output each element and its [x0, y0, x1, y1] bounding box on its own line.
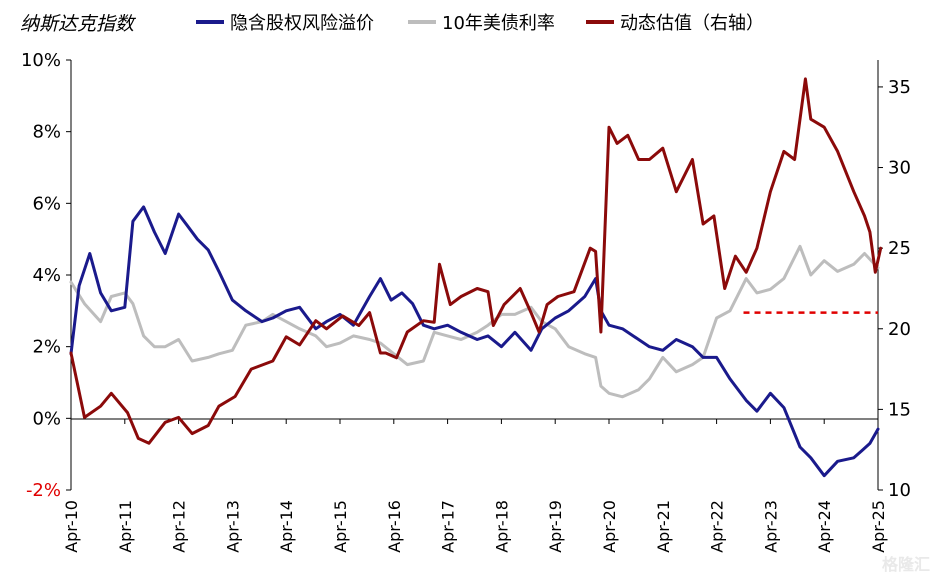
series-line-1: [69, 244, 880, 399]
legend-label-erp: 隐含股权风险溢价: [230, 13, 374, 34]
x-tick-label: Apr-19: [546, 500, 565, 553]
x-tick-label: Apr-10: [62, 500, 81, 553]
left-tick-label: -2%: [26, 480, 61, 501]
left-tick-label: 2%: [32, 337, 61, 358]
x-tick-label: Apr-23: [761, 500, 780, 553]
legend-item-10y-yield: 10年美债利率: [408, 9, 555, 35]
x-tick-label: Apr-17: [439, 500, 458, 553]
legend-label-10y-yield: 10年美债利率: [442, 13, 555, 34]
legend-swatch-erp: [196, 20, 224, 24]
x-tick-label: Apr-12: [170, 500, 189, 553]
x-tick-label: Apr-25: [869, 500, 888, 553]
left-tick-label: 4%: [32, 265, 61, 286]
right-tick-label: 10: [888, 480, 911, 501]
series-line-0: [69, 205, 880, 478]
x-tick-label: Apr-15: [331, 500, 350, 553]
x-tick-label: Apr-18: [492, 500, 511, 553]
right-tick-label: 25: [888, 238, 911, 259]
right-tick-label: 20: [888, 319, 911, 340]
legend-item-pe: 动态估值（右轴）: [586, 9, 764, 35]
x-tick-label: Apr-14: [277, 500, 296, 553]
x-tick-label: Apr-22: [708, 500, 727, 553]
left-tick-label: 6%: [32, 193, 61, 214]
x-tick-label: Apr-13: [223, 500, 242, 553]
series-line-2: [69, 77, 883, 445]
x-tick-label: Apr-16: [385, 500, 404, 553]
right-tick-label: 30: [888, 158, 911, 179]
legend-item-erp: 隐含股权风险溢价: [196, 9, 374, 35]
legend-swatch-10y-yield: [408, 20, 436, 24]
x-tick-label: Apr-11: [116, 500, 135, 553]
legend-swatch-pe: [586, 20, 614, 24]
left-tick-label: 0%: [32, 408, 61, 429]
left-tick-label: 10%: [21, 50, 61, 71]
legend-label-pe: 动态估值（右轴）: [620, 13, 764, 34]
chart-header: 纳斯达克指数 隐含股权风险溢价 10年美债利率 动态估值（右轴）: [0, 0, 938, 40]
chart-title: 纳斯达克指数: [20, 13, 135, 35]
x-tick-label: Apr-21: [654, 500, 673, 553]
left-tick-label: 8%: [32, 122, 61, 143]
right-tick-label: 15: [888, 399, 911, 420]
right-tick-label: 35: [888, 77, 911, 98]
x-tick-label: Apr-20: [600, 500, 619, 553]
watermark: 格隆汇: [881, 555, 930, 574]
x-tick-label: Apr-24: [815, 500, 834, 553]
